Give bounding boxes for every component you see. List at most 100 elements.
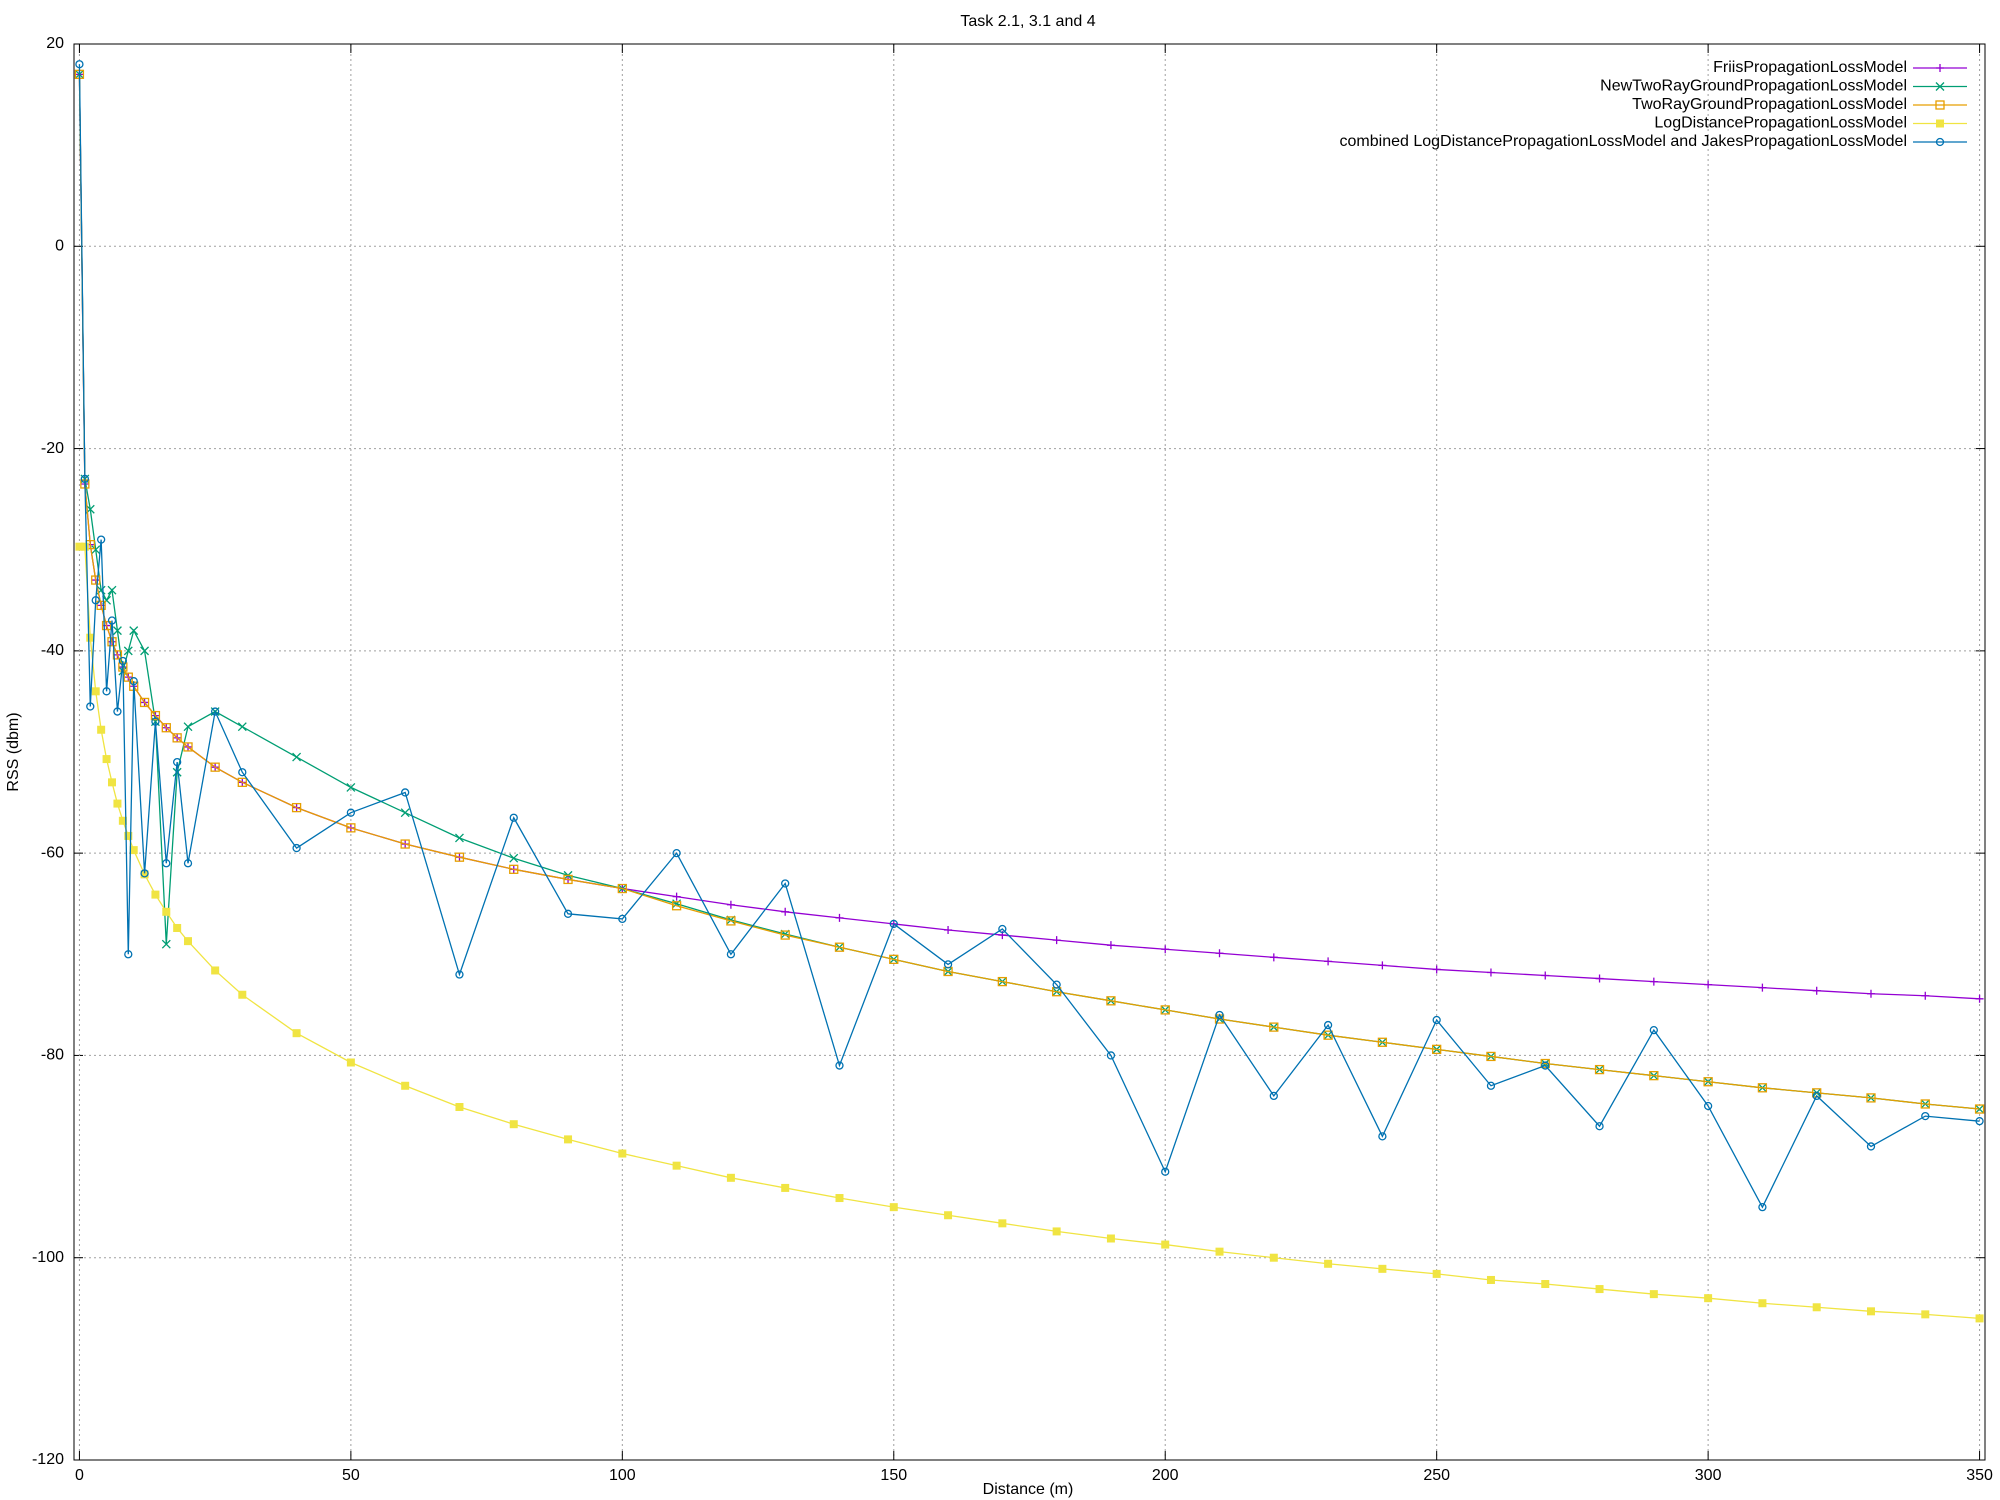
marker <box>1324 1259 1333 1268</box>
marker <box>1649 977 1658 986</box>
marker <box>107 637 117 647</box>
marker <box>1377 1037 1388 1047</box>
marker <box>1269 953 1278 962</box>
marker <box>237 722 247 732</box>
marker <box>1269 1091 1278 1101</box>
marker <box>91 545 101 555</box>
marker <box>1486 1275 1495 1284</box>
marker <box>726 950 736 959</box>
marker <box>1866 1307 1875 1316</box>
marker <box>346 823 356 833</box>
marker <box>1323 1020 1333 1030</box>
marker <box>944 926 953 935</box>
marker <box>1161 945 1170 954</box>
legend: FriisPropagationLossModel NewTwoRayGround… <box>1340 59 1967 150</box>
marker <box>889 1203 898 1212</box>
marker <box>998 924 1007 934</box>
marker <box>726 1173 735 1182</box>
series <box>75 70 1984 1003</box>
marker <box>1541 1061 1550 1070</box>
marker <box>1215 1247 1224 1256</box>
marker <box>1935 82 1945 91</box>
marker <box>834 942 845 952</box>
marker <box>238 768 247 777</box>
y-tick-label: -120 <box>32 1451 64 1468</box>
legend-label: TwoRayGroundPropagationLossModel <box>1632 96 1907 113</box>
marker <box>162 859 171 868</box>
marker <box>124 950 133 959</box>
marker <box>509 853 519 863</box>
marker <box>726 916 736 926</box>
series <box>75 542 1984 1323</box>
marker <box>183 742 193 752</box>
marker <box>1052 936 1061 945</box>
marker <box>1758 983 1767 992</box>
x-tick-label: 150 <box>880 1467 907 1484</box>
marker <box>91 687 100 696</box>
marker <box>1649 1025 1658 1035</box>
marker <box>1432 1269 1441 1278</box>
x-tick-label: 0 <box>75 1467 84 1484</box>
marker <box>1486 968 1495 977</box>
marker <box>1215 1010 1224 1020</box>
marker <box>211 966 220 975</box>
marker <box>123 646 133 656</box>
marker <box>1378 1132 1387 1141</box>
marker <box>1378 961 1387 970</box>
marker <box>1975 1117 1984 1126</box>
marker <box>1812 986 1821 995</box>
marker <box>172 733 182 743</box>
marker <box>346 808 356 817</box>
marker <box>1921 1310 1930 1319</box>
marker <box>1703 1101 1713 1111</box>
marker <box>509 864 519 874</box>
marker <box>1974 1104 1985 1114</box>
marker <box>1106 1051 1116 1060</box>
marker <box>998 1219 1007 1228</box>
y-tick-label: -80 <box>41 1047 64 1064</box>
marker <box>151 890 160 899</box>
marker <box>173 757 182 767</box>
marker <box>1052 980 1061 989</box>
series-line <box>78 74 1980 1110</box>
marker <box>400 808 410 818</box>
marker <box>1541 971 1550 980</box>
marker <box>129 846 138 855</box>
marker <box>123 672 133 682</box>
marker <box>454 852 465 862</box>
marker <box>889 954 899 964</box>
marker <box>75 542 84 551</box>
marker <box>1649 1290 1658 1299</box>
marker <box>86 702 95 711</box>
marker <box>563 874 573 885</box>
marker <box>129 626 139 636</box>
marker <box>1160 1005 1170 1015</box>
x-tick-label: 50 <box>342 1467 360 1484</box>
marker <box>1540 1058 1550 1069</box>
marker <box>140 869 149 878</box>
marker <box>210 762 220 772</box>
marker <box>1812 1091 1821 1101</box>
marker <box>455 970 464 979</box>
marker <box>1758 1202 1767 1212</box>
x-tick-label: 250 <box>1423 1467 1450 1484</box>
marker <box>1378 1264 1387 1273</box>
marker <box>107 616 117 625</box>
marker <box>107 585 117 595</box>
marker <box>291 802 302 813</box>
marker <box>1486 1081 1496 1090</box>
y-tick-label: 0 <box>55 238 64 255</box>
series-line <box>78 64 1980 1209</box>
marker <box>118 656 128 666</box>
marker <box>835 913 844 922</box>
series <box>75 60 1984 1212</box>
marker <box>671 901 682 911</box>
marker <box>102 755 111 764</box>
marker <box>80 474 90 484</box>
marker <box>781 1183 790 1192</box>
y-tick-label: -60 <box>41 844 64 861</box>
marker <box>1920 1099 1930 1109</box>
marker <box>1757 1083 1768 1093</box>
marker <box>183 722 193 732</box>
marker <box>102 687 111 696</box>
